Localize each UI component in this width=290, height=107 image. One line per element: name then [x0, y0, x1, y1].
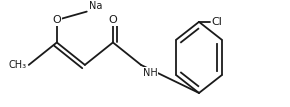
Text: NH: NH — [143, 68, 157, 78]
Text: CH₃: CH₃ — [9, 60, 27, 70]
Text: O: O — [52, 15, 61, 25]
Text: Na: Na — [89, 1, 102, 11]
Text: Cl: Cl — [211, 17, 222, 27]
Text: O: O — [108, 15, 117, 25]
